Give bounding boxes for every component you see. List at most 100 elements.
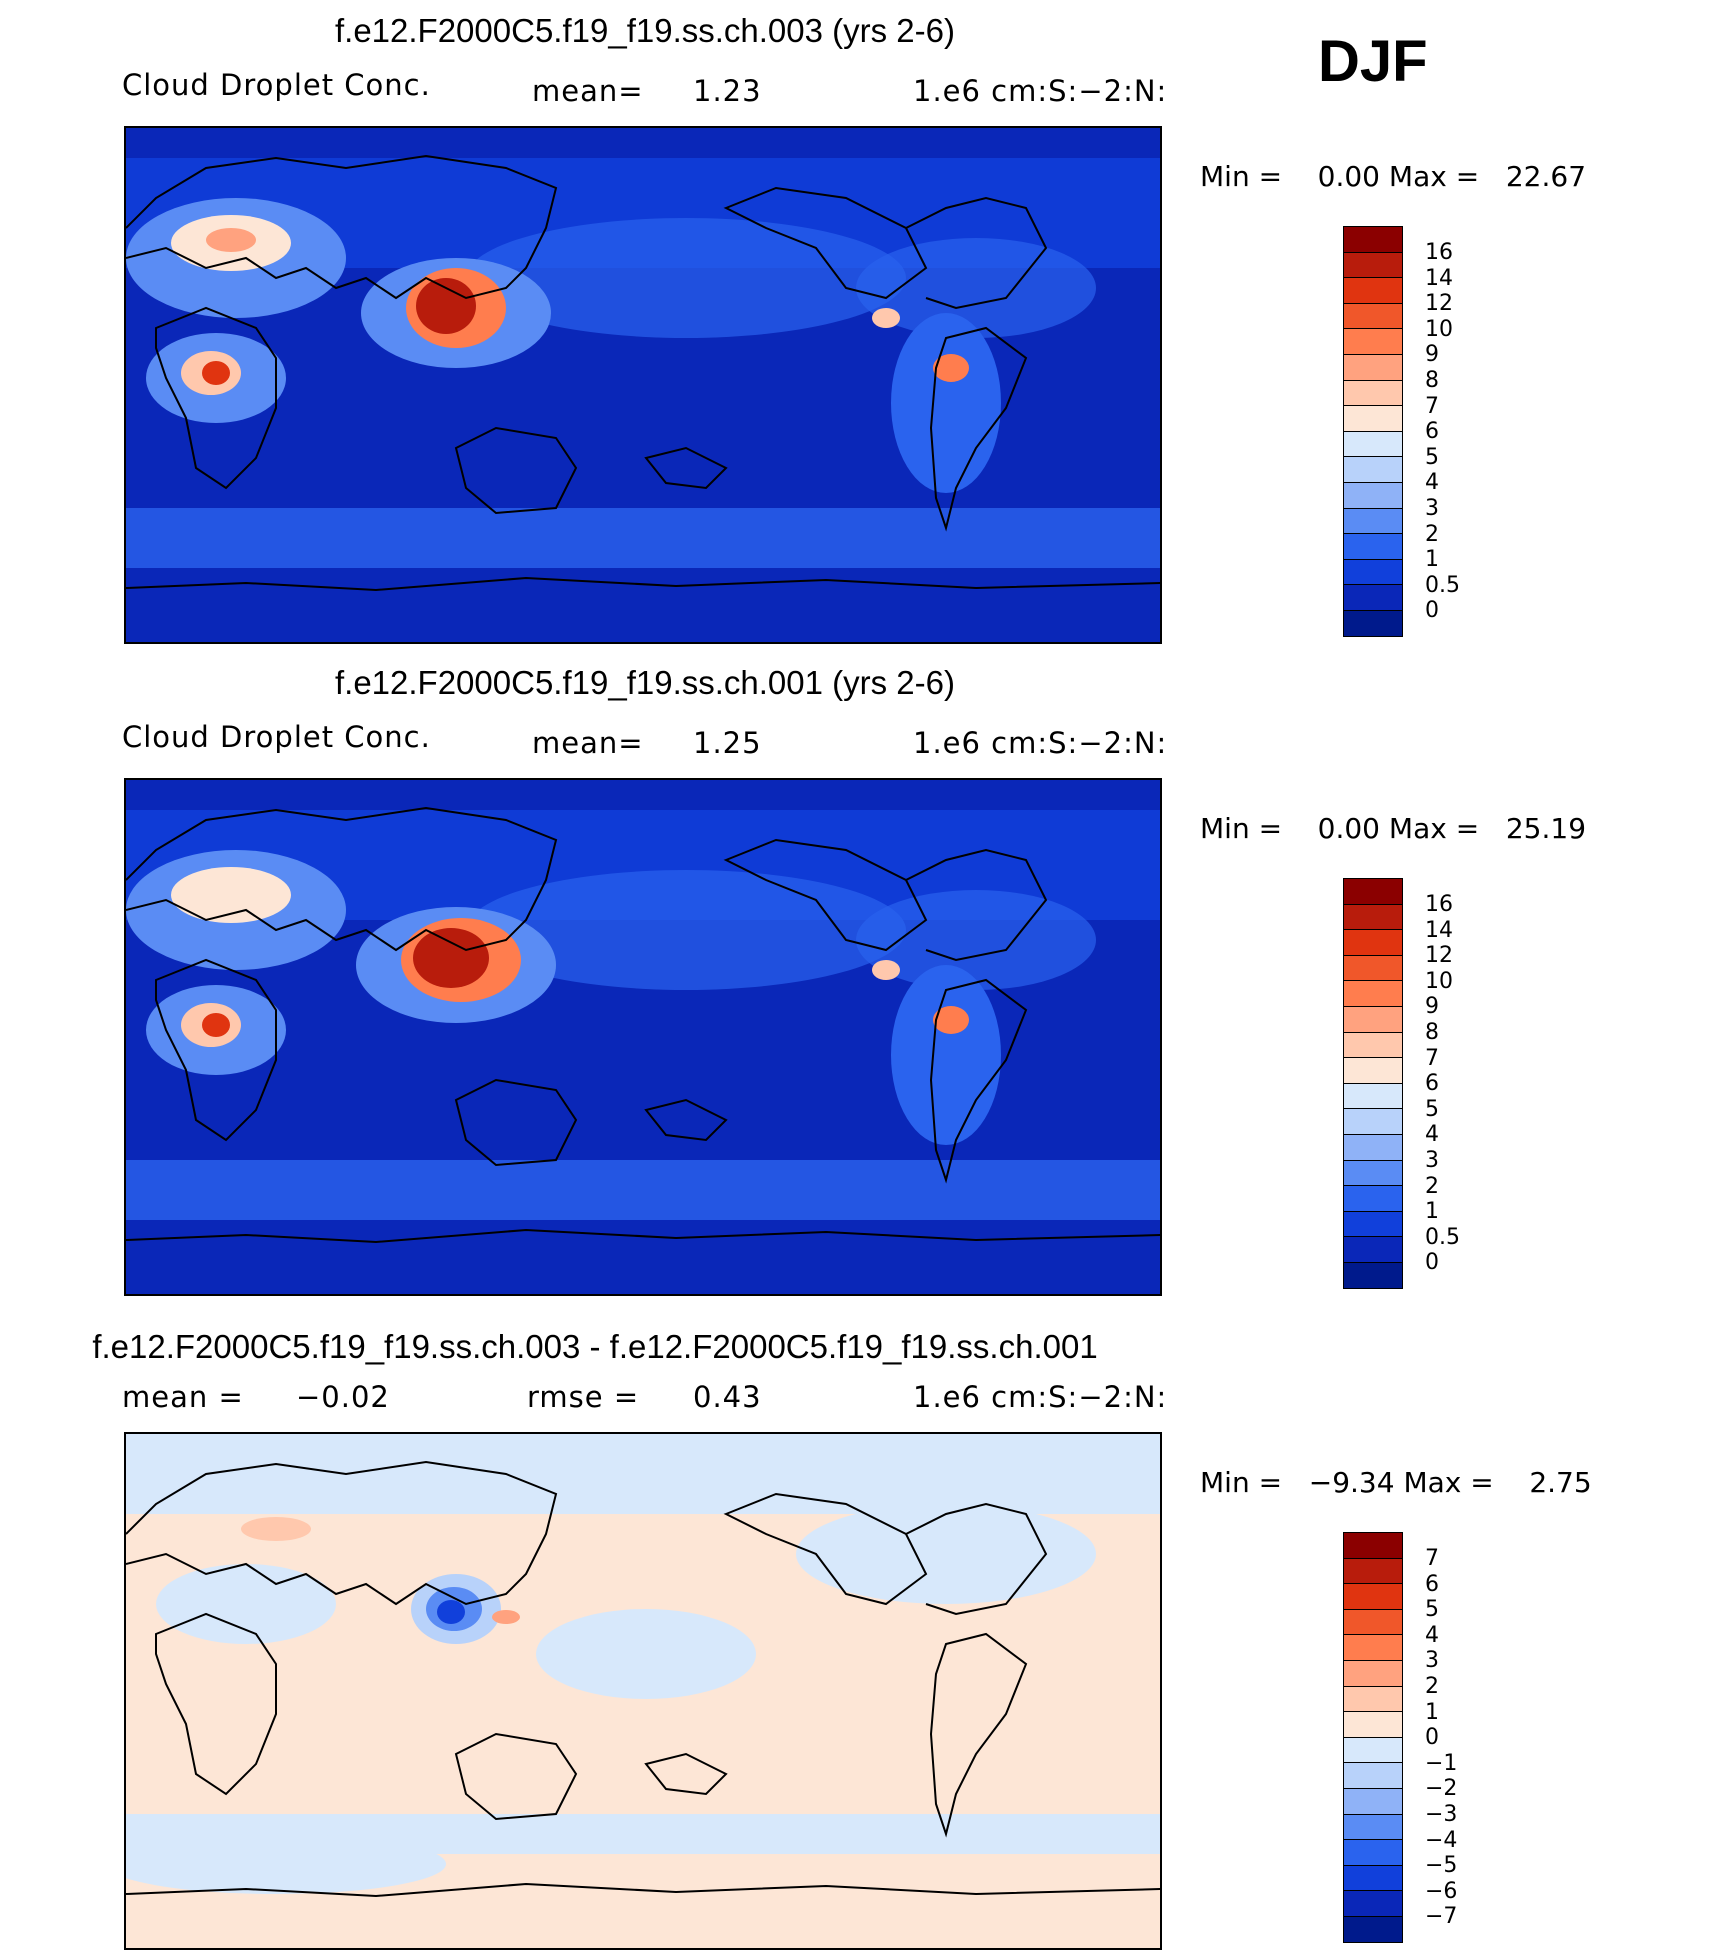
colorbar-swatch [1343, 1083, 1403, 1110]
colorbar-swatch [1343, 457, 1403, 483]
colorbar-swatch [1343, 1006, 1403, 1033]
colorbar-tick-label: 4 [1425, 470, 1439, 496]
min-label: Min = [1200, 160, 1283, 193]
colorbar-tick-label: 2 [1425, 1673, 1439, 1699]
min-max-readout: Min = 0.00 Max = 22.67 [1200, 160, 1586, 193]
colorbar-tick-label: 14 [1425, 265, 1453, 291]
colorbar-swatch [1343, 1635, 1403, 1661]
colorbar-swatch [1343, 1211, 1403, 1238]
colorbar-swatch [1343, 1558, 1403, 1585]
min-value: 0.00 [1317, 160, 1380, 193]
colorbar-tick-label: 7 [1425, 1546, 1439, 1571]
mean-value: 1.23 [693, 74, 762, 108]
colorbar-swatch [1343, 1737, 1403, 1764]
colorbar-swatch [1343, 508, 1403, 535]
map-plot [124, 126, 1162, 644]
map-plot [124, 778, 1162, 1296]
colorbar-swatch [1343, 585, 1403, 611]
colorbar [1343, 878, 1405, 1289]
colorbar-tick-label: 2 [1425, 1173, 1439, 1199]
colorbar-swatch [1343, 1584, 1403, 1610]
colorbar-tick-label: 1 [1425, 1699, 1439, 1725]
colorbar-tick-label: 0.5 [1425, 1224, 1460, 1250]
colorbar-tick-label: 10 [1425, 968, 1453, 994]
min-value: −9.34 [1308, 1466, 1395, 1499]
colorbar-swatch [1343, 1032, 1403, 1059]
colorbar-tick-label: 1 [1425, 547, 1439, 573]
mean-label: mean= [532, 74, 644, 108]
min-max-readout: Min = −9.34 Max = 2.75 [1200, 1466, 1592, 1499]
colorbar-tick-label: 4 [1425, 1622, 1439, 1648]
colorbar-tick-label: 10 [1425, 316, 1453, 342]
colorbar-swatch [1343, 878, 1403, 905]
colorbar-swatch [1343, 1609, 1403, 1636]
mean-label: mean = [122, 1380, 244, 1414]
colorbar-tick-label: −5 [1425, 1853, 1458, 1879]
colorbar-swatch [1343, 1160, 1403, 1187]
colorbar-swatch [1343, 1058, 1403, 1084]
colorbar-tick-label: 3 [1425, 1147, 1439, 1173]
units-label: 1.e6 cm:S:−2:N: [913, 726, 1168, 760]
colorbar-tick-label: −2 [1425, 1776, 1458, 1802]
colorbar-tick-label: 16 [1425, 240, 1453, 265]
colorbar-tick-label: 5 [1425, 1096, 1439, 1122]
colorbar-tick-label: −7 [1425, 1904, 1458, 1930]
colorbar-swatch [1343, 955, 1403, 982]
colorbar-swatch [1343, 559, 1403, 586]
colorbar-swatch [1343, 1532, 1403, 1559]
colorbar-tick-label: −4 [1425, 1827, 1458, 1853]
colorbar-swatch [1343, 1134, 1403, 1161]
colorbar-swatch [1343, 1186, 1403, 1212]
max-label: Max = [1403, 1466, 1494, 1499]
map-plot [124, 1432, 1162, 1950]
max-label: Max = [1388, 812, 1480, 845]
colorbar-tick-label: 3 [1425, 495, 1439, 521]
units-label: 1.e6 cm:S:−2:N: [913, 1380, 1168, 1414]
rmse-value: 0.43 [693, 1380, 762, 1414]
colorbar-tick-label: 5 [1425, 444, 1439, 470]
colorbar-swatch [1343, 1109, 1403, 1135]
colorbar-swatch [1343, 354, 1403, 381]
colorbar-tick-label: 12 [1425, 943, 1453, 969]
colorbar-swatch [1343, 610, 1403, 637]
colorbar-swatch [1343, 1686, 1403, 1713]
max-value: 22.67 [1505, 160, 1587, 193]
season-label: DJF [1318, 29, 1428, 94]
colorbar-swatch [1343, 482, 1403, 509]
rmse-label: rmse = [527, 1380, 640, 1414]
colorbar-swatch [1343, 1660, 1403, 1687]
panel-title: f.e12.F2000C5.f19_f19.ss.ch.003 - f.e12.… [92, 1328, 1098, 1365]
colorbar-tick-label: 8 [1425, 1019, 1439, 1045]
colorbar-labels: 16 14 12 10 9 8 7 6 5 4 3 2 1 0.5 0 [1425, 892, 1460, 1276]
variable-label: Cloud Droplet Conc. [122, 68, 431, 102]
colorbar-tick-label: 0 [1425, 598, 1439, 624]
colorbar-tick-label: 7 [1425, 393, 1439, 419]
colorbar-tick-label: 16 [1425, 892, 1453, 917]
colorbar-tick-label: −1 [1425, 1750, 1458, 1776]
colorbar-swatch [1343, 1262, 1403, 1289]
colorbar-swatch [1343, 1814, 1403, 1841]
colorbar [1343, 226, 1405, 637]
units-label: 1.e6 cm:S:−2:N: [913, 74, 1168, 108]
colorbar-tick-label: 8 [1425, 367, 1439, 393]
colorbar-labels: 16 14 12 10 9 8 7 6 5 4 3 2 1 0.5 0 [1425, 240, 1460, 624]
colorbar-swatch [1343, 329, 1403, 355]
colorbar-tick-label: 5 [1425, 1597, 1439, 1623]
colorbar-swatch [1343, 252, 1403, 279]
mean-value: −0.02 [296, 1380, 390, 1414]
mean-value: 1.25 [693, 726, 762, 760]
colorbar-swatch [1343, 981, 1403, 1007]
variable-label: Cloud Droplet Conc. [122, 720, 431, 754]
min-value: 0.00 [1317, 812, 1380, 845]
colorbar-tick-label: 0.5 [1425, 572, 1460, 598]
colorbar-swatch [1343, 904, 1403, 931]
colorbar-swatch [1343, 1891, 1403, 1917]
colorbar-tick-label: 12 [1425, 291, 1453, 317]
colorbar-tick-label: 7 [1425, 1045, 1439, 1071]
colorbar-tick-label: 0 [1425, 1725, 1439, 1751]
mean-label: mean= [532, 726, 644, 760]
colorbar-tick-label: 4 [1425, 1122, 1439, 1148]
colorbar [1343, 1532, 1405, 1943]
colorbar-swatch [1343, 1712, 1403, 1738]
min-max-readout: Min = 0.00 Max = 25.19 [1200, 812, 1586, 845]
